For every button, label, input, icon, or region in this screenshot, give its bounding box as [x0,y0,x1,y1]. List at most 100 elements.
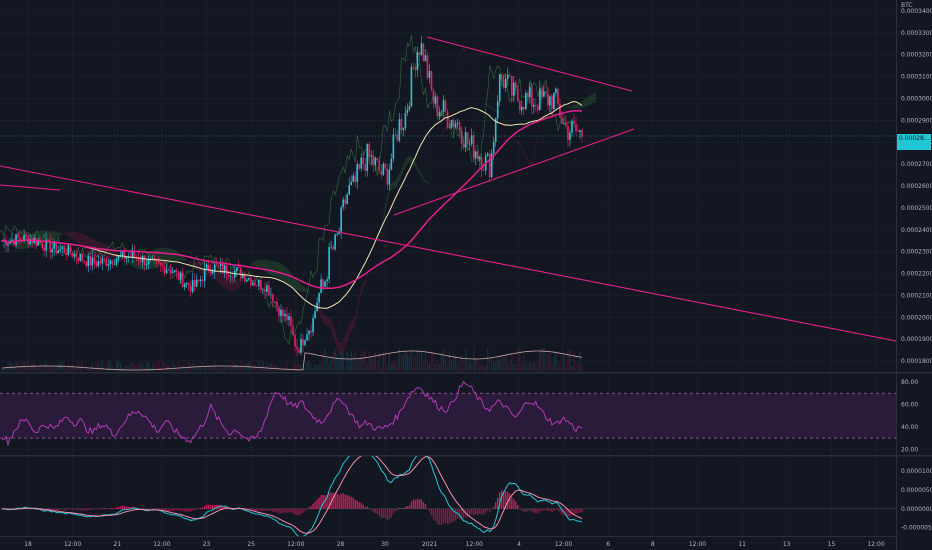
pane-separator-macd[interactable] [0,455,932,457]
macd-histogram-bar [183,508,186,512]
volume-bar [330,357,332,371]
candle-body [254,282,256,286]
cloud-segment [521,147,524,155]
volume-bar [460,355,463,371]
candle-body [137,257,140,261]
macd-histogram-bar [270,508,272,511]
cloud-segment [357,296,360,315]
time-tick-label: 11 [738,541,746,548]
candle-body [195,279,198,287]
cloud-segment [413,158,416,168]
candle-body [320,279,322,294]
volume-bar [543,347,545,371]
volume-bar [171,361,174,371]
cloud-segment [403,160,406,172]
cloud-segment [210,260,213,279]
macd-histogram-bar [59,508,61,510]
volume-bar [539,348,541,371]
macd-histogram-bar [416,498,419,509]
macd-histogram-bar [408,505,411,509]
time-axis[interactable]: 18 12:00 21 12:00 23 25 12:00 28 30 2021 12:00 4 12:… [24,541,885,548]
macd-histogram-bar [507,491,509,509]
cloud-segment [561,106,564,108]
macd-histogram-bar [320,495,322,509]
macd-histogram-bar [537,508,539,514]
volume-bar [573,350,575,371]
macd-histogram-bar [482,508,485,515]
volume-bar [517,349,519,371]
candle-body [571,120,573,133]
ichimoku-cloud [0,34,596,356]
cloud-segment [300,284,303,293]
volume-bar [107,361,110,371]
candle-body [312,318,314,333]
candle-body [569,132,571,140]
candle-body [294,334,296,347]
candle-body [416,52,419,70]
trendline [426,36,633,92]
rsi-axis[interactable]: 80.00 60.00 40.00 20.00 [901,379,918,453]
volume-bar [286,361,288,371]
candle-body [346,194,348,204]
macd-histogram-bar [527,508,529,512]
cloud-segment [425,180,428,184]
volume-bar [384,352,387,371]
cloud-segment [455,64,458,80]
macd-histogram-bar [428,508,431,512]
cloud-segment [302,285,305,293]
candle-body [193,280,196,287]
cloud-segment [555,100,558,107]
trendlines[interactable] [0,36,896,342]
candle-body [280,309,282,317]
cloud-segment [190,261,193,267]
macd-histogram-bar [294,508,296,515]
candle-body [203,268,206,281]
cloud-segment [68,231,71,238]
pane-separator-rsi[interactable] [0,372,932,374]
macd-histogram-bar [452,508,455,522]
candle-body [123,250,126,259]
macd-histogram-bar [577,508,579,514]
volume-bar [444,357,447,371]
candle-body [85,261,88,267]
volume-bar [521,362,523,371]
macd-histogram-bar [302,508,304,513]
volume-bar [39,363,41,371]
volume-bar [37,367,39,371]
cloud-segment [232,277,235,292]
candle-body [163,266,166,274]
volume-bar [195,368,198,371]
cloud-segment [76,231,79,244]
volume-bar [155,366,158,371]
cloud-segment [441,129,444,137]
volume-bar [304,367,306,371]
cloud-segment [319,307,322,318]
macd-histogram-bar [362,504,364,509]
time-tick-label: 13 [783,541,791,548]
candle-body [402,127,405,131]
candle-body [25,234,27,237]
macd-histogram-bar [53,508,55,510]
cloud-segment [124,259,127,262]
candle-body [7,243,9,246]
candle-body [328,247,330,280]
volume-bar [318,363,320,371]
candle-body [340,207,342,232]
volume-bar [262,361,264,371]
cloud-segment [531,158,534,167]
cloud-segment [387,187,390,202]
cloud-segment [66,232,69,237]
candle-body [310,330,312,333]
candle-body [364,163,367,172]
candle-body [57,250,59,254]
volume-bar [446,365,449,371]
volume-bar [123,366,126,371]
rsi-tick-label: 60.00 [901,401,918,408]
candle-body [368,144,371,157]
volume-bar [360,354,362,371]
